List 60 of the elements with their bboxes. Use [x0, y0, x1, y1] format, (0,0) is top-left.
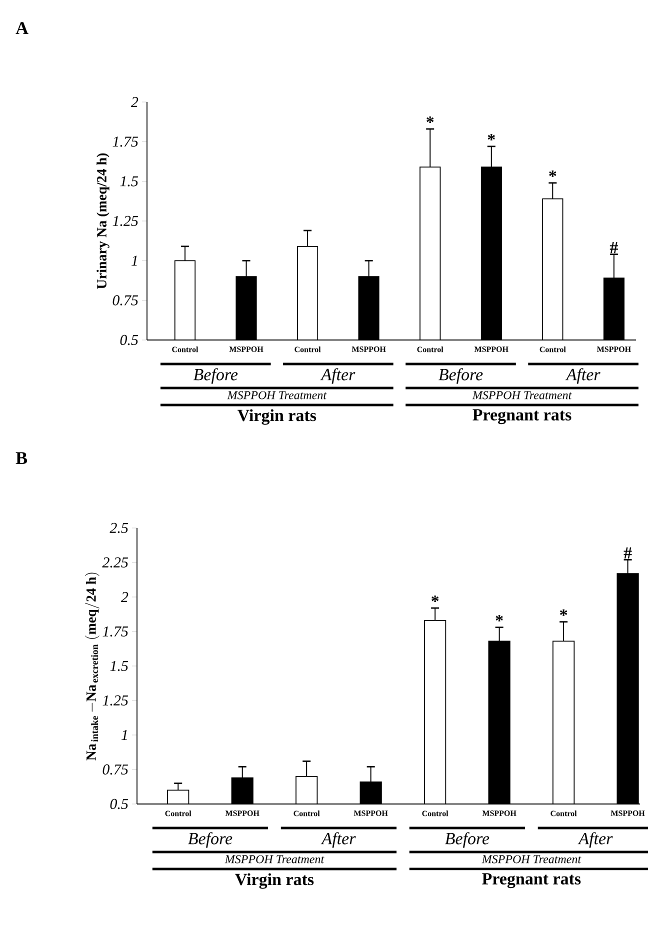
x-tick-label: Control	[540, 346, 566, 352]
x-tick-label: MSPPOH	[229, 346, 264, 352]
text: Pregnant rats	[482, 873, 581, 888]
data-label: *	[426, 116, 434, 123]
text: MSPPOH Treatment	[227, 391, 327, 400]
y-axis-title: $\mathbf{Na}_{\,\mathbf{intake}}\,\mathbf{-Na}_{\,\mathbf{excretion}}\ \mathbf{(meq/24\ h)}$	[84, 572, 100, 760]
x-tick-label: MSPPOH	[596, 346, 631, 352]
x-tick-label: Control	[172, 346, 198, 352]
y-tick-label: 1.25	[112, 216, 138, 226]
y-tick-label: 1.5	[110, 660, 128, 672]
y-tick-label: 1.75	[102, 626, 128, 637]
y-tick-label: 2.25	[102, 557, 128, 568]
y-tick-label: 2	[130, 97, 138, 107]
y-tick-label: 1.25	[102, 695, 128, 706]
chart-title: A	[16, 22, 28, 34]
data-label: *	[432, 596, 439, 602]
x-tick-label: MSPPOH	[474, 346, 508, 352]
x-tick-label: MSPPOH	[352, 346, 386, 352]
y-tick-label: 1.5	[120, 176, 138, 186]
x-tick-label: MSPPOH	[354, 810, 388, 816]
y-tick-label: 0.5	[110, 798, 128, 810]
data-label: *	[549, 170, 556, 177]
y-axis-title: Urinary Na (meq/24 h)	[96, 153, 110, 289]
data-label: #	[610, 242, 618, 254]
text: Virgin rats	[235, 873, 314, 889]
data-label: *	[488, 134, 495, 140]
y-tick-label: 2.5	[110, 522, 128, 534]
text: After	[320, 368, 356, 384]
x-tick-label: Control	[294, 346, 321, 352]
text: MSPPOH Treatment	[472, 391, 572, 400]
y-tick-label: 2	[120, 592, 128, 602]
x-tick-label: Control	[417, 346, 444, 352]
text: After	[578, 832, 613, 848]
y-tick-label: 0.75	[102, 764, 128, 775]
text: Virgin rats	[238, 409, 316, 425]
y-tick-label: 1.75	[112, 136, 138, 147]
x-tick-label: Control	[294, 810, 320, 816]
text: Before	[445, 832, 490, 848]
data-label: #	[624, 547, 632, 559]
text: Before	[438, 368, 483, 384]
text: Before	[188, 832, 232, 848]
data-label: *	[496, 614, 503, 622]
y-tick-label: 1	[122, 730, 127, 740]
text: Pregnant rats	[472, 409, 572, 424]
x-tick-label: MSPPOH	[225, 810, 260, 816]
x-tick-label: Control	[165, 810, 192, 816]
text: After	[320, 832, 356, 848]
y-tick-label: 0.5	[120, 334, 138, 346]
y-tick-label: 1	[132, 256, 137, 266]
x-tick-label: MSPPOH	[610, 810, 645, 816]
data-label: *	[560, 609, 568, 616]
text: MSPPOH Treatment	[482, 855, 582, 864]
text: After	[565, 368, 600, 384]
y-tick-label: 0.75	[112, 295, 138, 306]
text: Before	[193, 368, 238, 384]
x-tick-label: Control	[422, 810, 448, 816]
chart-title: B	[16, 452, 28, 464]
x-tick-label: Control	[550, 810, 577, 816]
x-tick-label: MSPPOH	[482, 810, 516, 816]
text: MSPPOH Treatment	[224, 855, 324, 864]
